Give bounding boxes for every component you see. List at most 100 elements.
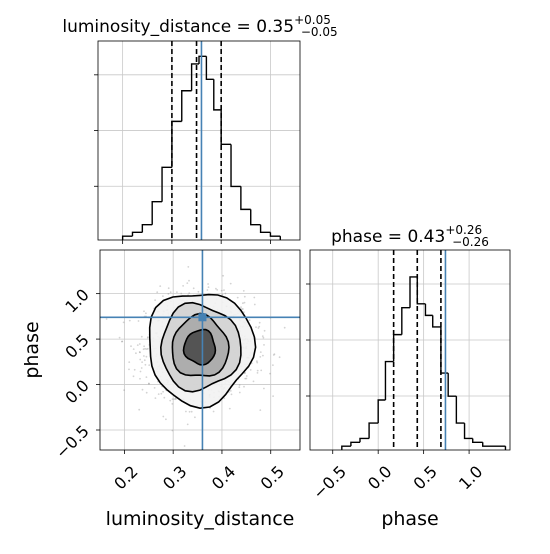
sample-point [243,301,246,304]
histogram-bin [198,55,207,64]
sample-point [229,282,232,285]
sample-point [224,292,227,295]
histogram-luminosity-distance-panel: luminosity_distance = 0.35+0.05 −0.05 [62,13,338,244]
histogram-bin [384,360,394,400]
sample-point [260,369,263,372]
sample-point [186,423,189,426]
sample-point [238,384,241,386]
sample-point [207,286,210,289]
sample-point [148,364,151,366]
sample-point [253,296,256,299]
density-contour [159,301,242,393]
sample-point [154,299,157,301]
quantiles-phase [392,250,442,450]
sample-point [145,312,147,315]
sample-point [162,390,165,393]
truth-crosshair [100,250,300,450]
sample-point [243,295,246,298]
sample-point [169,399,172,402]
histogram-bin [240,186,251,211]
sample-point [142,348,145,351]
histogram-bin [350,441,360,447]
sample-point [261,335,264,338]
sample-point [118,336,121,339]
sample-point [221,293,224,296]
sample-point [145,376,148,378]
sample-point [128,368,130,371]
sample-point [167,287,170,290]
histogram-bin [250,209,261,226]
sample-point [121,340,123,343]
sample-point [186,282,189,284]
sample-point [197,290,200,293]
sample-point [162,415,165,418]
sample-point [145,355,148,358]
sample-point [187,266,190,268]
histogram-bin [447,373,457,397]
sample-point [240,306,242,309]
histogram-bin [121,235,133,240]
sample-point [154,397,157,399]
histogram-bin [455,396,465,424]
sample-point [272,354,275,356]
title-luminosity-distance-upper: +0.05 [294,13,331,27]
sample-point [173,398,176,400]
title-phase-lower: −0.26 [452,235,489,249]
histogram-bin [181,90,192,122]
title-phase-upper: +0.26 [445,223,482,237]
histogram-luminosity-distance [121,55,281,240]
title-luminosity-distance: luminosity_distance = 0.35+0.05 −0.05 [62,13,337,39]
sample-point [258,321,261,324]
panel-frame [99,249,301,451]
sample-point [249,369,252,371]
sample-point [162,295,164,297]
histogram-phase [341,276,507,450]
joint-density-panel: 0.2 0.3 0.4 0.5−0.50.00.51.0 [52,249,301,493]
sample-point [241,308,243,310]
sample-point [242,290,245,292]
sample-point [258,325,261,328]
sample-point [262,336,265,339]
histogram-bin [131,231,143,237]
sample-point [262,354,264,357]
sample-point [156,291,159,294]
sample-point [141,388,144,391]
sample-point [133,368,136,371]
x-axis-label-luminosity-distance: luminosity_distance [106,508,295,530]
sample-point [257,327,260,329]
histogram-bin [205,56,214,80]
sample-point [244,377,247,380]
sample-point [216,289,219,291]
histogram-bin [230,144,241,188]
histogram-bin [141,223,153,233]
histogram-bin [472,438,483,444]
sample-point [259,356,262,358]
sample-point [167,293,170,295]
sample-point [253,303,256,306]
sample-point [130,345,132,348]
sample-point [139,370,142,373]
sample-point [174,398,177,401]
sample-point [138,343,141,345]
sample-point [140,367,143,369]
sample-point [256,360,258,363]
sample-point [171,403,174,405]
sample-point [283,326,286,329]
sample-point [194,416,196,419]
histogram-bin [482,442,506,447]
sample-point [121,340,124,343]
sample-point [143,355,145,357]
sample-point [206,289,209,291]
density-contour [148,293,257,410]
sample-point [138,351,141,353]
density-contours [148,293,257,410]
sample-point [278,356,281,359]
sample-point [242,308,244,310]
sample-point [263,344,265,346]
histogram-bin [341,445,351,450]
sample-point [188,279,190,282]
sample-point [238,391,241,394]
sample-point [263,387,265,390]
histogram-bin [213,79,222,111]
